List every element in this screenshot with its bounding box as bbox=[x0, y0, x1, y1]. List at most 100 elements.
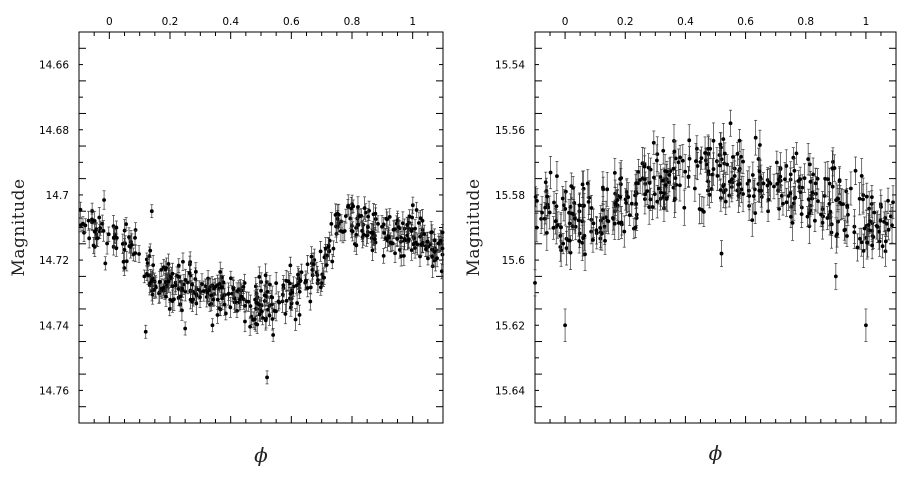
data-point bbox=[161, 265, 166, 270]
data-point bbox=[354, 232, 359, 237]
x-tick-label: 0.8 bbox=[344, 16, 361, 28]
data-point bbox=[655, 199, 660, 204]
data-point bbox=[243, 319, 247, 324]
data-point bbox=[297, 313, 302, 317]
y-tick-label: 14.7 bbox=[46, 190, 69, 202]
data-point bbox=[857, 196, 862, 201]
data-point bbox=[862, 226, 867, 231]
x-axis-label: ϕ bbox=[709, 441, 723, 465]
y-axis-label: Magnitude bbox=[464, 178, 484, 276]
data-point bbox=[552, 200, 556, 205]
data-point bbox=[200, 282, 204, 287]
y-tick-label: 15.56 bbox=[495, 125, 525, 137]
data-point bbox=[283, 312, 288, 316]
data-point bbox=[151, 263, 156, 268]
data-point bbox=[159, 267, 164, 272]
data-point bbox=[855, 245, 860, 250]
data-point bbox=[623, 197, 628, 202]
data-point bbox=[699, 156, 704, 161]
data-point bbox=[687, 156, 692, 161]
data-point bbox=[209, 293, 214, 298]
data-point bbox=[706, 169, 711, 174]
y-tick-label: 15.62 bbox=[495, 320, 525, 332]
data-point bbox=[241, 284, 246, 289]
data-point bbox=[322, 275, 326, 280]
data-point bbox=[239, 294, 244, 299]
data-point bbox=[440, 230, 445, 235]
data-point bbox=[318, 285, 323, 290]
data-point bbox=[203, 284, 208, 289]
data-point bbox=[594, 228, 599, 233]
data-point bbox=[405, 233, 410, 238]
data-point bbox=[651, 140, 656, 145]
data-point bbox=[364, 233, 369, 238]
chart-panel-1: 0 0.2 0.4 0.6 0.8 1 14.66 14.68 14.7 14.72 14.74 14… bbox=[9, 16, 445, 467]
data-point bbox=[786, 194, 791, 198]
data-point bbox=[622, 229, 627, 234]
data-point bbox=[567, 221, 572, 226]
data-point bbox=[228, 305, 233, 310]
data-point bbox=[265, 289, 270, 294]
data-point bbox=[382, 231, 387, 235]
x-tick-label: 0.6 bbox=[737, 16, 754, 28]
data-point bbox=[255, 301, 260, 306]
data-point bbox=[774, 160, 779, 165]
data-point bbox=[539, 216, 544, 221]
data-point bbox=[265, 375, 269, 380]
data-point bbox=[835, 232, 840, 236]
data-point bbox=[808, 179, 813, 184]
data-point bbox=[176, 263, 181, 268]
data-point bbox=[837, 178, 842, 183]
data-point bbox=[172, 297, 176, 302]
data-point bbox=[164, 294, 168, 299]
data-point bbox=[176, 287, 181, 291]
data-point bbox=[371, 231, 376, 235]
data-point bbox=[329, 221, 334, 226]
data-point bbox=[848, 186, 853, 191]
data-point bbox=[114, 225, 119, 230]
data-point bbox=[149, 209, 154, 214]
data-point bbox=[594, 231, 599, 236]
data-point bbox=[543, 205, 548, 210]
data-point bbox=[295, 301, 300, 305]
data-point bbox=[293, 317, 298, 322]
data-point bbox=[735, 151, 740, 156]
data-point bbox=[232, 296, 237, 301]
data-point bbox=[710, 172, 715, 177]
data-point bbox=[106, 232, 111, 237]
data-point bbox=[704, 162, 709, 167]
data-point bbox=[259, 288, 263, 293]
data-point bbox=[86, 218, 91, 223]
data-point bbox=[831, 159, 835, 164]
data-point bbox=[440, 246, 445, 251]
chart-panel-2: 0 0.2 0.4 0.6 0.8 1 15.54 15.56 15.58 15.6 15.62 15… bbox=[464, 16, 897, 465]
data-point bbox=[226, 292, 231, 296]
data-point bbox=[205, 290, 210, 294]
data-point bbox=[806, 157, 811, 162]
data-point bbox=[861, 248, 866, 253]
data-point bbox=[92, 229, 97, 234]
data-point bbox=[612, 170, 617, 175]
data-point bbox=[373, 240, 378, 245]
data-point bbox=[102, 198, 106, 202]
data-point bbox=[867, 228, 872, 233]
data-point bbox=[255, 322, 260, 327]
data-point bbox=[396, 225, 401, 229]
data-point bbox=[884, 221, 889, 226]
data-point bbox=[305, 262, 310, 267]
data-point bbox=[146, 273, 150, 278]
data-point bbox=[846, 212, 850, 217]
data-point bbox=[331, 246, 336, 251]
data-point bbox=[741, 192, 745, 196]
data-point bbox=[781, 201, 785, 206]
data-point bbox=[418, 216, 423, 221]
data-point bbox=[410, 215, 415, 220]
data-point bbox=[576, 218, 581, 223]
data-point bbox=[687, 138, 692, 143]
data-point bbox=[366, 225, 370, 230]
x-tick-label: 0.4 bbox=[222, 16, 239, 28]
data-point bbox=[367, 208, 371, 213]
data-point bbox=[290, 290, 295, 295]
data-point bbox=[334, 231, 339, 236]
